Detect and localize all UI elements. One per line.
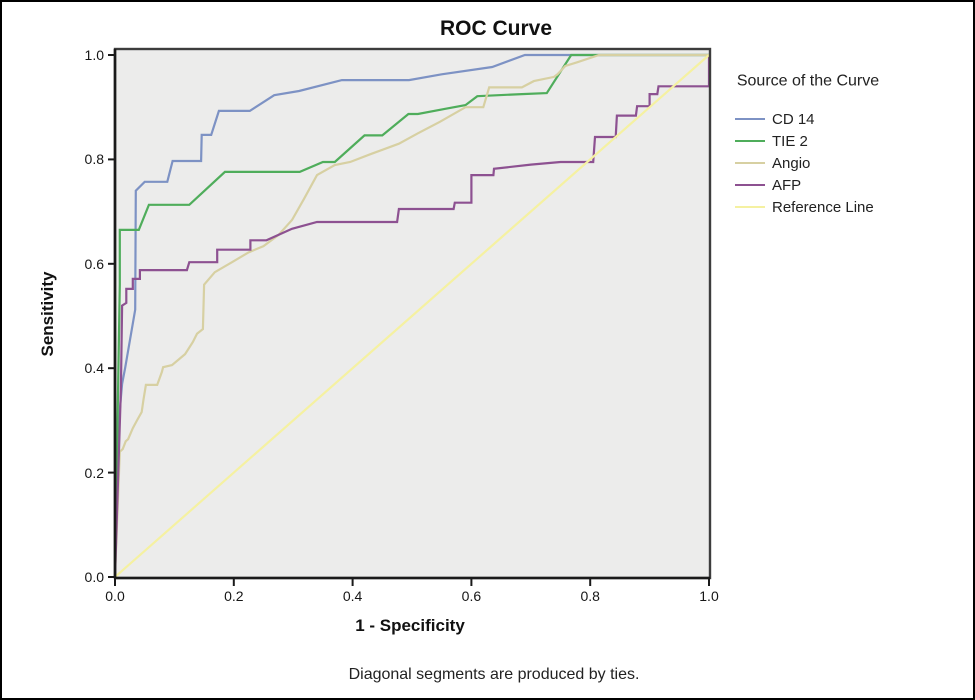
x-axis-title: 1 - Specificity [355,616,465,635]
y-axis-title: Sensitivity [38,271,57,357]
legend-title: Source of the Curve [736,72,880,90]
y-tick-label: 1.0 [84,47,104,63]
y-tick-label: 0.0 [84,569,104,585]
legend-swatch [735,118,765,120]
legend-item-angio: Angio [735,152,970,174]
legend-label: Reference Line [772,198,874,216]
y-tick-label: 0.4 [84,360,104,377]
roc-plot-area [108,47,712,586]
legend-label: CD 14 [772,110,815,128]
x-tick-label: 0.8 [580,588,600,604]
legend-label: TIE 2 [772,132,808,150]
x-tick-label: 0.6 [461,588,482,604]
series-cd-14 [113,53,709,578]
y-tick-label: 0.2 [84,464,104,481]
legend-item-tie-2: TIE 2 [735,130,970,152]
legend-swatch [735,162,765,164]
legend-item-cd-14: CD 14 [735,108,970,130]
x-tick-label: 0.4 [342,588,363,604]
series-afp [113,55,711,578]
legend-item-afp: AFP [735,174,970,196]
x-tick-label: 1.0 [699,588,719,604]
legend-swatch [735,184,765,186]
legend-label: Angio [772,154,811,172]
legend: CD 14 TIE 2 Angio AFP Reference Line [735,108,970,218]
y-tick-label: 0.8 [84,151,104,168]
legend-swatch [735,140,765,142]
series-reference-line [114,54,710,578]
legend-item-reference-line: Reference Line [735,196,970,218]
x-tick-label: 0.0 [105,588,125,604]
series-tie-2 [113,53,709,578]
legend-label: AFP [772,176,802,194]
legend-swatch [735,206,765,208]
x-tick-label: 0.2 [224,588,244,604]
series-angio [113,53,709,578]
chart-title: ROC Curve [439,17,553,40]
y-tick-label: 0.6 [84,255,104,272]
chart-footnote: Diagonal segments are produced by ties. [348,666,640,683]
